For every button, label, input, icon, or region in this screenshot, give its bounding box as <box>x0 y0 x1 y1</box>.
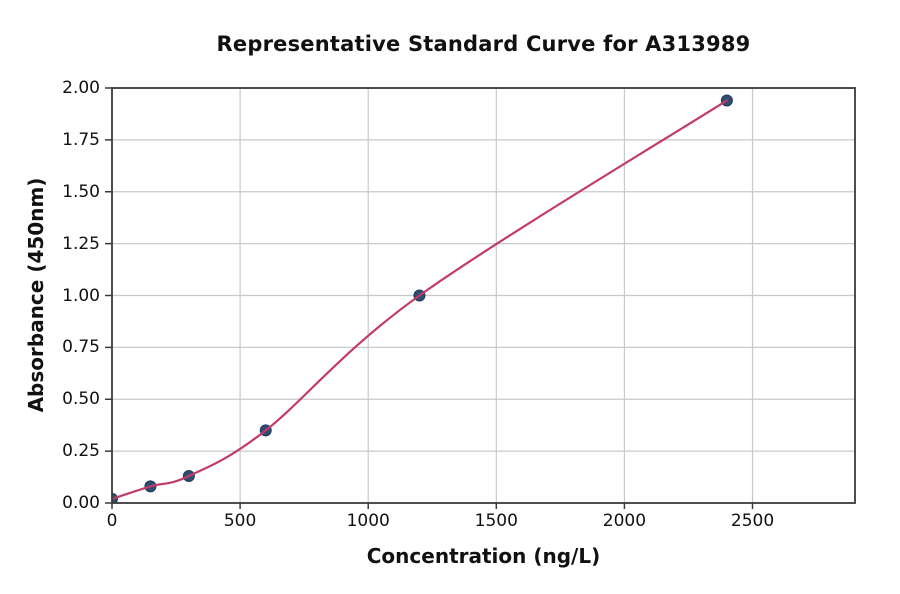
y-axis-label: Absorbance (450nm) <box>24 177 48 413</box>
y-tick-label: 1.75 <box>62 129 100 150</box>
y-tick-label: 0.25 <box>62 441 100 462</box>
chart-title: Representative Standard Curve for A31398… <box>216 32 751 56</box>
x-axis-label: Concentration (ng/L) <box>366 544 601 568</box>
x-tick-label: 2500 <box>730 511 775 531</box>
fit-curve <box>112 99 728 500</box>
y-tick-label: 0.75 <box>62 337 100 358</box>
y-tick-label: 1.25 <box>62 233 100 254</box>
y-tick-label: 2.00 <box>62 78 100 98</box>
data-layer <box>112 94 733 503</box>
y-tick-label: 1.00 <box>62 285 100 306</box>
y-tick-label: 0.50 <box>62 389 100 410</box>
x-tick-label: 1000 <box>346 511 390 531</box>
y-tick-label: 1.50 <box>62 181 100 202</box>
x-tick-label: 500 <box>223 511 257 531</box>
axes-spines <box>111 87 856 504</box>
x-tick-label: 2000 <box>602 511 647 531</box>
x-tick-label: 0 <box>106 511 118 531</box>
tick-marks <box>105 87 754 509</box>
gridlines <box>112 87 855 503</box>
y-tick-label: 0.00 <box>62 493 100 513</box>
x-tick-label: 1500 <box>474 511 518 531</box>
